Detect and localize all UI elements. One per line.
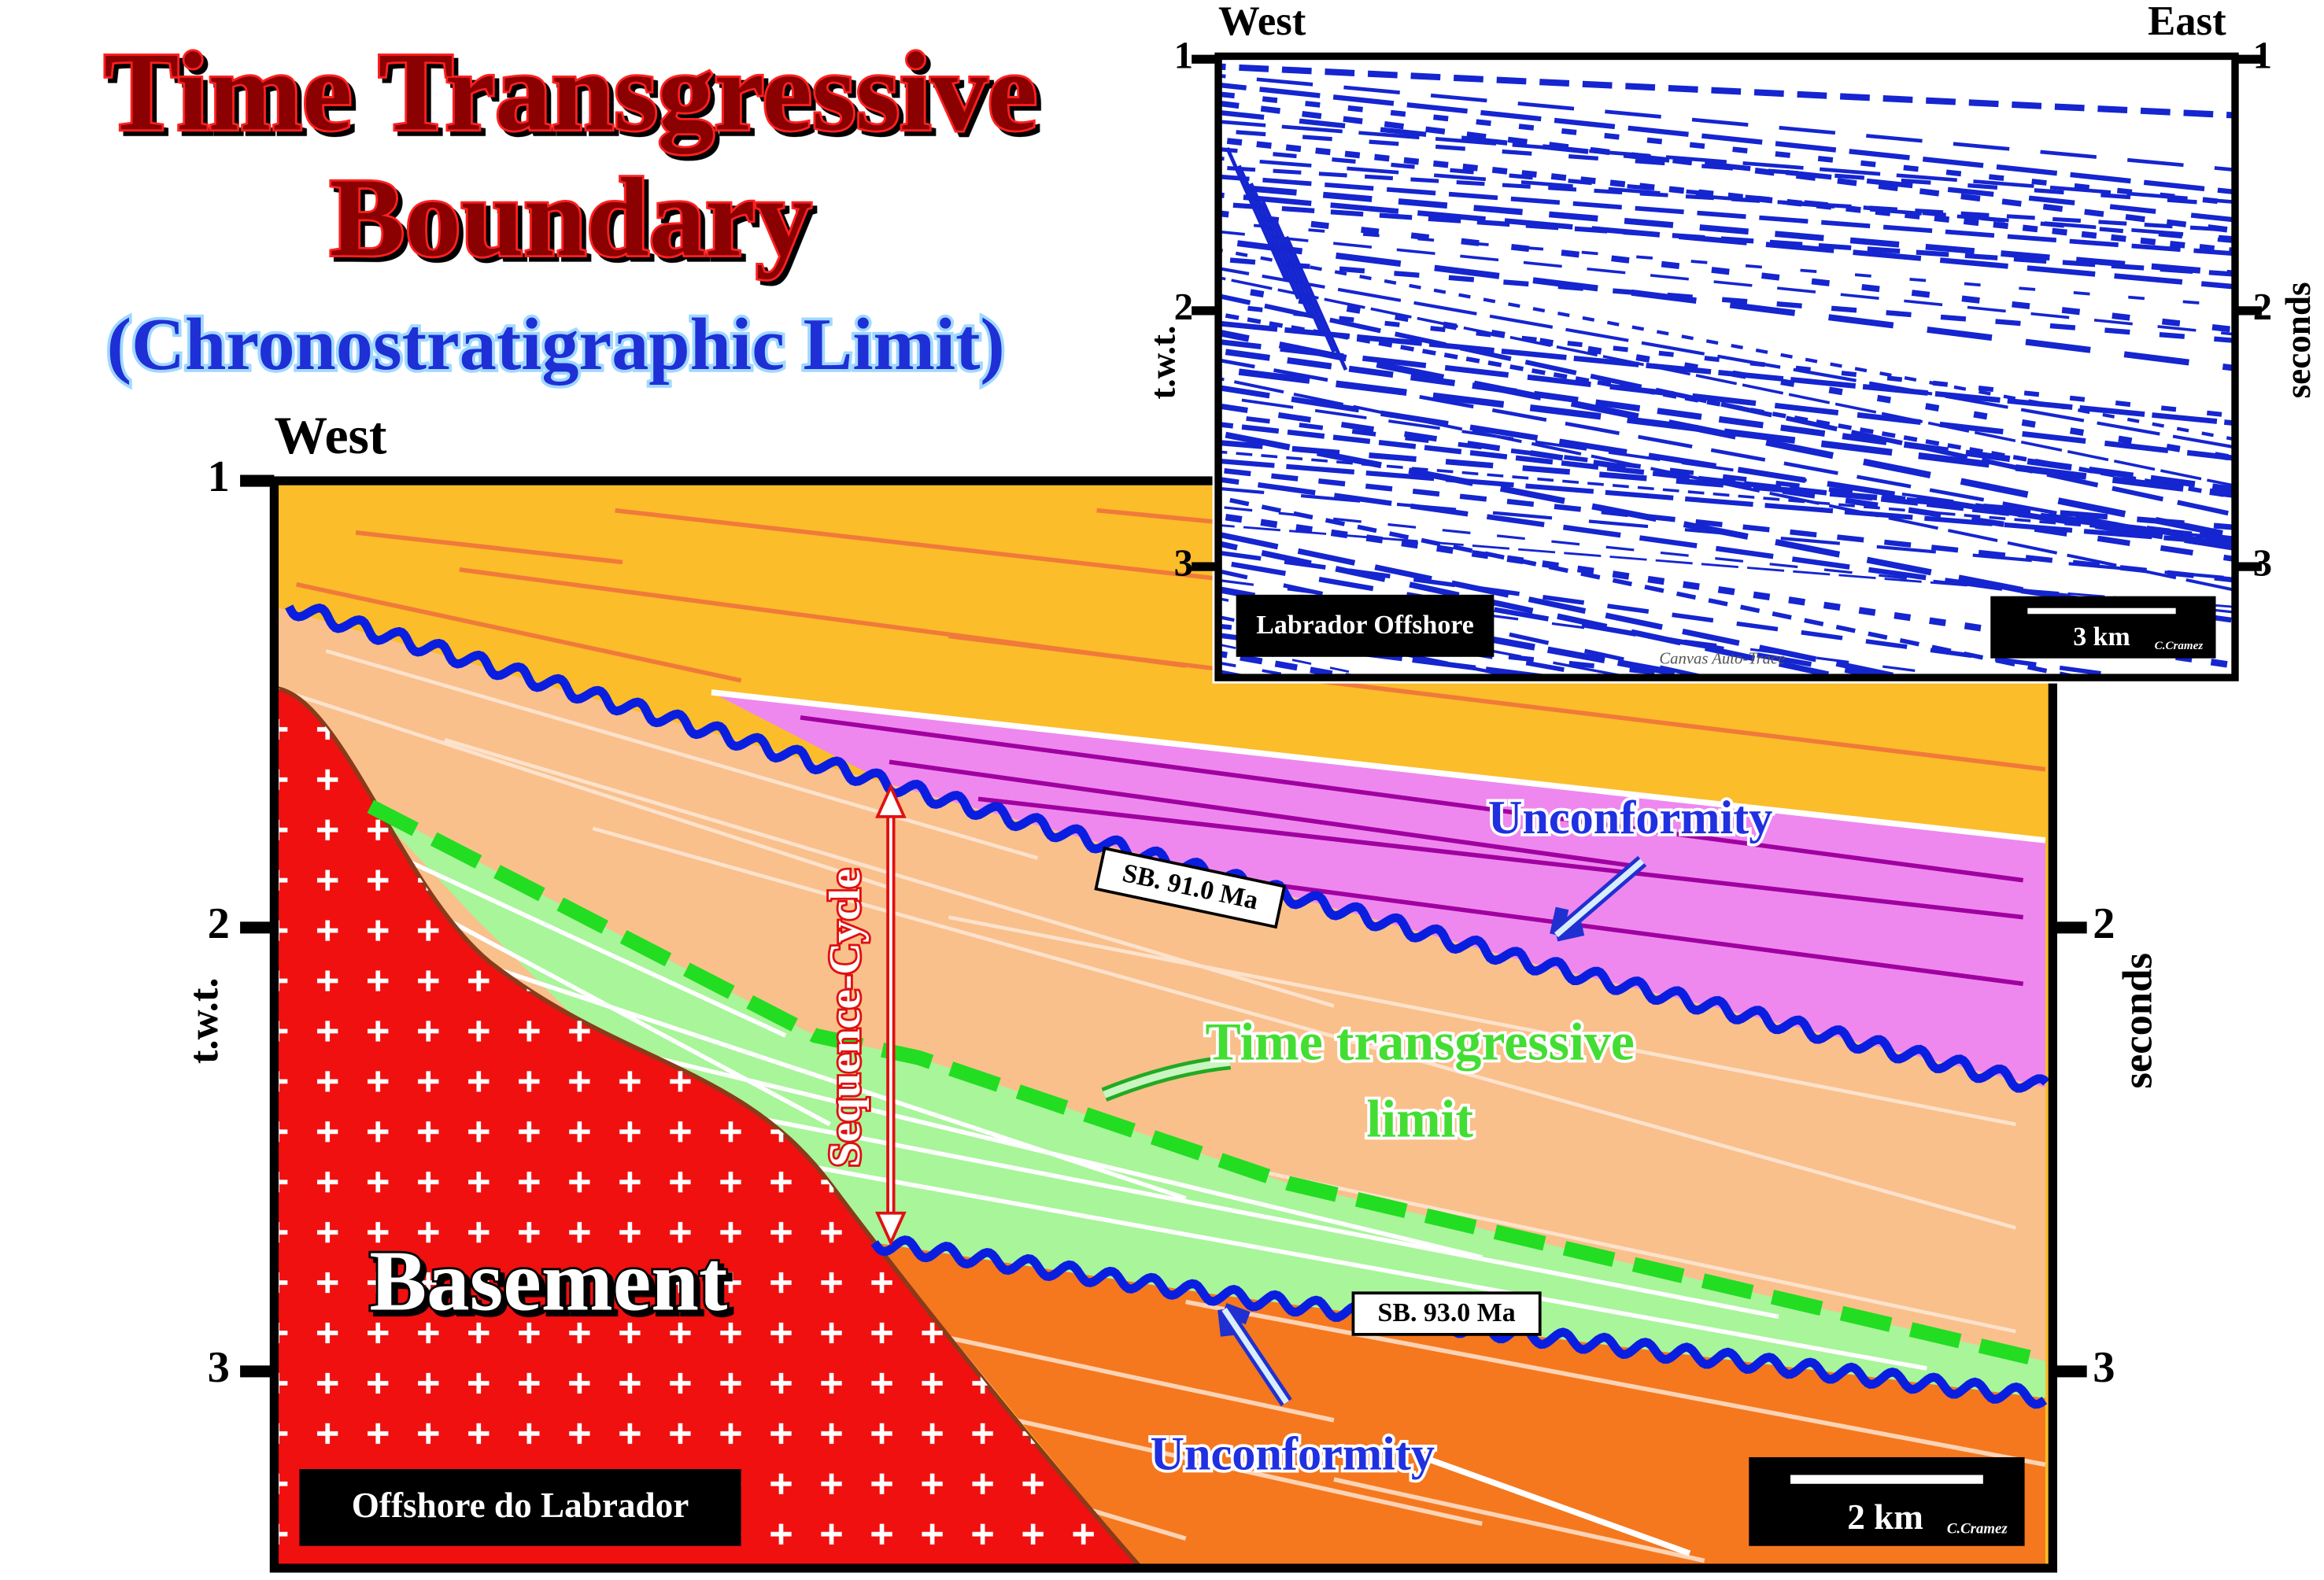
axis-label: t.w.t. [1143, 326, 1182, 400]
reflector [1218, 550, 2148, 678]
reflector [1273, 218, 1336, 353]
credit: C.Cramez [2155, 640, 2204, 652]
reflector [1225, 147, 1288, 282]
tick-label: 3 [1174, 541, 1193, 584]
ttl-label: Time transgressive [1205, 1013, 1634, 1072]
direction-label: West [274, 406, 387, 465]
time-transgressive-limit [367, 799, 2048, 1368]
reflector [1218, 524, 2236, 608]
reflector [1218, 293, 2236, 518]
tick-label: 1 [208, 452, 230, 501]
tick-label: 3 [2253, 541, 2272, 584]
title: Time Transgressive Boundary [102, 28, 1040, 282]
reflector [1218, 302, 2236, 419]
scale-box: 2 km C.Cramez [1749, 1456, 2025, 1546]
location-label: Labrador Offshore [1256, 611, 1473, 640]
inset-scale-box: 3 km C.Cramez [1990, 596, 2216, 659]
sequence-cycle-label: Sequence-Cycle [821, 869, 870, 1167]
reflector [1218, 421, 2236, 542]
reflector [1218, 267, 2236, 449]
reflector [1218, 439, 2236, 530]
reflector [1218, 467, 2236, 583]
reflector [1218, 82, 2236, 195]
reflector [1237, 164, 1300, 300]
sequence-arrow [874, 783, 907, 1246]
watermark: Canvas Auto-Trace [1659, 650, 1785, 667]
tick-label: 3 [2093, 1343, 2115, 1392]
reflector [1284, 235, 1348, 371]
inset-ticks [1192, 54, 2262, 571]
inset-location-box: Labrador Offshore [1236, 594, 1495, 657]
reflector [1218, 320, 2236, 426]
tick-label: 2 [2253, 285, 2272, 328]
inset-frame [1214, 52, 2239, 681]
credit: C.Cramez [1947, 1520, 2008, 1537]
reflector [1218, 120, 2236, 205]
reflector [1218, 63, 2236, 119]
reflector [1218, 366, 2236, 499]
reflector [1218, 73, 2236, 172]
tick-label: 2 [2093, 899, 2115, 948]
reflector [1218, 505, 2236, 614]
reflector [1218, 458, 2236, 546]
reflector [1218, 450, 2236, 540]
reflector [1261, 200, 1325, 335]
reflector [1218, 128, 2236, 208]
reflector [1218, 257, 2236, 344]
tick-labels: 1 2 3 2 3 [208, 452, 2115, 1392]
inset-tick-labels: 1 2 3 1 2 3 [1174, 33, 2273, 584]
reflector [1218, 156, 2236, 241]
reflector [1218, 165, 2236, 233]
reflector [1218, 201, 2236, 277]
inset-west: West [1218, 0, 1306, 44]
reflector [1218, 541, 1858, 678]
reflector [1218, 338, 2236, 461]
sb-label-lower: SB. 93.0 Ma [1351, 1291, 1542, 1336]
scale-label: 3 km [2073, 622, 2130, 652]
axis-label: t.w.t. [181, 977, 227, 1064]
reflector [1218, 348, 2236, 493]
axis-label: seconds [2278, 282, 2318, 398]
reflector [1218, 275, 2236, 488]
scale-label: 2 km [1847, 1497, 1923, 1537]
tick-label: 2 [1174, 285, 1193, 328]
location-box: Offshore do Labrador [299, 1468, 741, 1546]
reflector [1218, 248, 2236, 441]
reflector [1218, 531, 1918, 678]
subtitle: (Chronostratigraphic Limit) [107, 304, 1005, 386]
inset-east: East [2148, 0, 2226, 44]
reflector [1218, 174, 2236, 257]
reflector [1218, 137, 2236, 254]
basement-label: Basement [369, 1234, 727, 1329]
tick-label: 3 [208, 1343, 230, 1392]
unconformity-label: Unconformity [1150, 1428, 1434, 1481]
tick-label: 1 [1174, 33, 1193, 76]
tick-label: 2 [208, 899, 230, 948]
frame [269, 476, 2058, 1573]
reflector [1218, 210, 2236, 334]
sb-text: SB. 93.0 Ma [1378, 1298, 1516, 1327]
axis-label: seconds [2115, 953, 2160, 1089]
reflector [1218, 412, 2236, 541]
reflector [1218, 230, 2236, 336]
title-line: Boundary [330, 155, 811, 279]
title-line: Time Transgressive [104, 30, 1037, 155]
tick-label: 1 [2253, 33, 2272, 76]
reflector [1249, 183, 1312, 318]
location-label: Offshore do Labrador [352, 1486, 689, 1525]
reflector [1218, 238, 2236, 371]
layer-magenta [711, 692, 2045, 1087]
reflector [1218, 486, 2236, 581]
unconformity-label: Unconformity [1488, 792, 1772, 844]
reflector [1218, 512, 2236, 670]
reflector [1218, 183, 2236, 277]
ttl-label: limit [1366, 1089, 1473, 1148]
unconformity-upper [285, 603, 2050, 1093]
